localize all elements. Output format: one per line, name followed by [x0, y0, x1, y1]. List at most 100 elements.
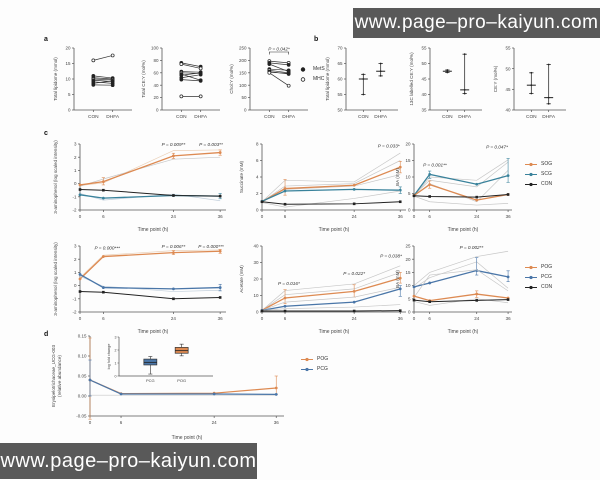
svg-text:DHFA: DHFA	[458, 114, 472, 120]
chart-c5: 0 10 20 30 40 Acetate (mM) 0 6 24 36 Time point (h…	[234, 236, 412, 341]
svg-text:CON: CON	[264, 114, 275, 120]
legend-c-row1: SOG SCG CON	[524, 161, 552, 188]
legend-item-scg: SCG	[524, 171, 552, 178]
svg-text:0: 0	[413, 316, 416, 321]
legend-item-pog: POG	[300, 356, 328, 363]
svg-text:15: 15	[405, 158, 411, 163]
legend-item-con: CON	[524, 181, 552, 188]
chart-a2: 0 20 40 60 80 100 Total CE:Y (mol%) CON DHFA	[136, 36, 224, 137]
line-marker-icon	[301, 357, 313, 362]
panel-label-b: b	[314, 36, 319, 43]
svg-text:1: 1	[74, 168, 77, 173]
chart-svg-c3: 0 5 10 15 20 BA (mM) 0 6 24 36 Time point (h) P = 0…	[395, 142, 512, 233]
chart-c2: 0 2 4 6 8 Succinate (mM) 0 6 24 36 Time point (h) P…	[234, 132, 412, 239]
svg-text:Time point (h): Time point (h)	[319, 329, 350, 335]
svg-text:3: 3	[74, 244, 77, 249]
svg-text:6: 6	[284, 316, 287, 321]
legend-label: MHC	[313, 76, 325, 82]
svg-text:CON: CON	[176, 114, 187, 120]
svg-text:55: 55	[505, 46, 511, 51]
svg-text:P = 0.000***: P = 0.000***	[198, 244, 224, 249]
svg-text:P = 0.000***: P = 0.000***	[95, 245, 121, 250]
svg-text:0: 0	[261, 316, 264, 321]
svg-text:30: 30	[253, 260, 259, 265]
svg-text:40: 40	[253, 244, 259, 249]
svg-text:50: 50	[337, 108, 343, 113]
svg-text:2: 2	[256, 191, 259, 196]
panel-label-d: d	[44, 331, 49, 338]
chart-b2: 35 40 45 50 55 13C labelled CE:Y (mol%) CON DHF…	[404, 36, 486, 137]
svg-text:1: 1	[115, 361, 117, 365]
svg-text:250: 250	[239, 46, 247, 51]
svg-text:0.05: 0.05	[78, 374, 87, 379]
svg-text:2: 2	[74, 155, 77, 160]
legend-label: SCG	[541, 171, 552, 177]
chart-svg-a2: 0 20 40 60 80 100 Total CE:Y (mol%) CON DHFA	[141, 46, 220, 120]
svg-text:Total lipidome (mmol): Total lipidome (mmol)	[325, 57, 330, 101]
svg-text:6: 6	[428, 214, 431, 219]
svg-text:40: 40	[153, 83, 159, 88]
legend-label: CON	[541, 284, 553, 290]
svg-text:P = 0.038*: P = 0.038*	[380, 254, 402, 259]
svg-text:65: 65	[337, 61, 343, 66]
svg-text:0.10: 0.10	[78, 354, 87, 359]
svg-text:3-aminophenol (log scaled inte: 3-aminophenol (log scaled intensity)	[53, 140, 58, 214]
svg-text:15: 15	[65, 61, 71, 66]
line-marker-icon	[301, 367, 313, 372]
chart-d: -0.05 0.00 0.05 0.10 0.15 Erysipelotrichaceae…	[50, 330, 292, 447]
svg-text:Succinate (mM): Succinate (mM)	[239, 160, 244, 193]
svg-text:40: 40	[421, 92, 427, 97]
legend-item-pcg: PCG	[524, 274, 552, 281]
svg-text:P = 0.016*: P = 0.016*	[278, 281, 300, 286]
svg-text:45: 45	[505, 87, 511, 92]
line-marker-icon	[525, 275, 537, 280]
svg-text:Total CE:Y (mol%): Total CE:Y (mol%)	[141, 60, 146, 98]
svg-text:0: 0	[79, 214, 82, 219]
chart-a1: 0 5 10 15 20 Total lipidome (mmol) CON DHFA	[48, 36, 136, 137]
svg-text:Time point (h): Time point (h)	[138, 329, 169, 335]
chart-a3: 0 50 100 150 200 250 Chol:Y (mol%) CON DHFA P = 0…	[224, 36, 312, 137]
filled-circle-icon	[300, 67, 306, 72]
svg-text:36: 36	[398, 214, 404, 219]
svg-text:3: 3	[74, 142, 77, 147]
svg-text:6: 6	[284, 214, 287, 219]
svg-text:0: 0	[408, 208, 411, 213]
svg-text:0: 0	[79, 316, 82, 321]
line-marker-icon	[525, 172, 537, 177]
svg-text:1: 1	[74, 270, 77, 275]
svg-text:13C labelled CE:Y (mol%): 13C labelled CE:Y (mol%)	[409, 52, 414, 106]
svg-text:P = 0.002**: P = 0.002**	[460, 245, 484, 250]
svg-text:45: 45	[421, 77, 427, 82]
svg-text:24: 24	[352, 316, 358, 321]
svg-text:BA (mM): BA (mM)	[395, 168, 400, 186]
svg-text:-1: -1	[72, 296, 76, 301]
svg-text:6: 6	[256, 158, 259, 163]
svg-text:24: 24	[474, 316, 480, 321]
svg-text:CON: CON	[526, 114, 537, 120]
legend-label: PCG	[317, 366, 328, 372]
svg-text:36: 36	[506, 316, 512, 321]
svg-text:POG: POG	[177, 378, 186, 383]
svg-text:36: 36	[274, 420, 280, 425]
legend-label: MetS	[313, 66, 325, 72]
svg-text:P = 0.003**: P = 0.003**	[199, 142, 223, 147]
svg-text:Time point (h): Time point (h)	[172, 435, 203, 441]
svg-text:150: 150	[239, 70, 247, 75]
svg-text:0: 0	[261, 214, 264, 219]
svg-text:DHFA: DHFA	[106, 114, 120, 120]
svg-text:0: 0	[89, 420, 92, 425]
legend-c-row2: POG PCG CON	[524, 264, 552, 291]
svg-text:70: 70	[337, 46, 343, 51]
svg-text:36: 36	[506, 214, 512, 219]
legend-label: POG	[541, 264, 553, 270]
legend-item-pcg: PCG	[300, 366, 328, 373]
svg-text:20: 20	[405, 142, 411, 147]
svg-text:-2: -2	[72, 208, 76, 213]
svg-text:10: 10	[405, 283, 411, 288]
svg-text:10: 10	[405, 175, 411, 180]
svg-text:24: 24	[171, 316, 177, 321]
svg-text:35: 35	[421, 108, 427, 113]
svg-text:2: 2	[74, 257, 77, 262]
chart-b3: 40 45 50 55 CE:Y (mol%) CON DHFA	[488, 36, 570, 137]
